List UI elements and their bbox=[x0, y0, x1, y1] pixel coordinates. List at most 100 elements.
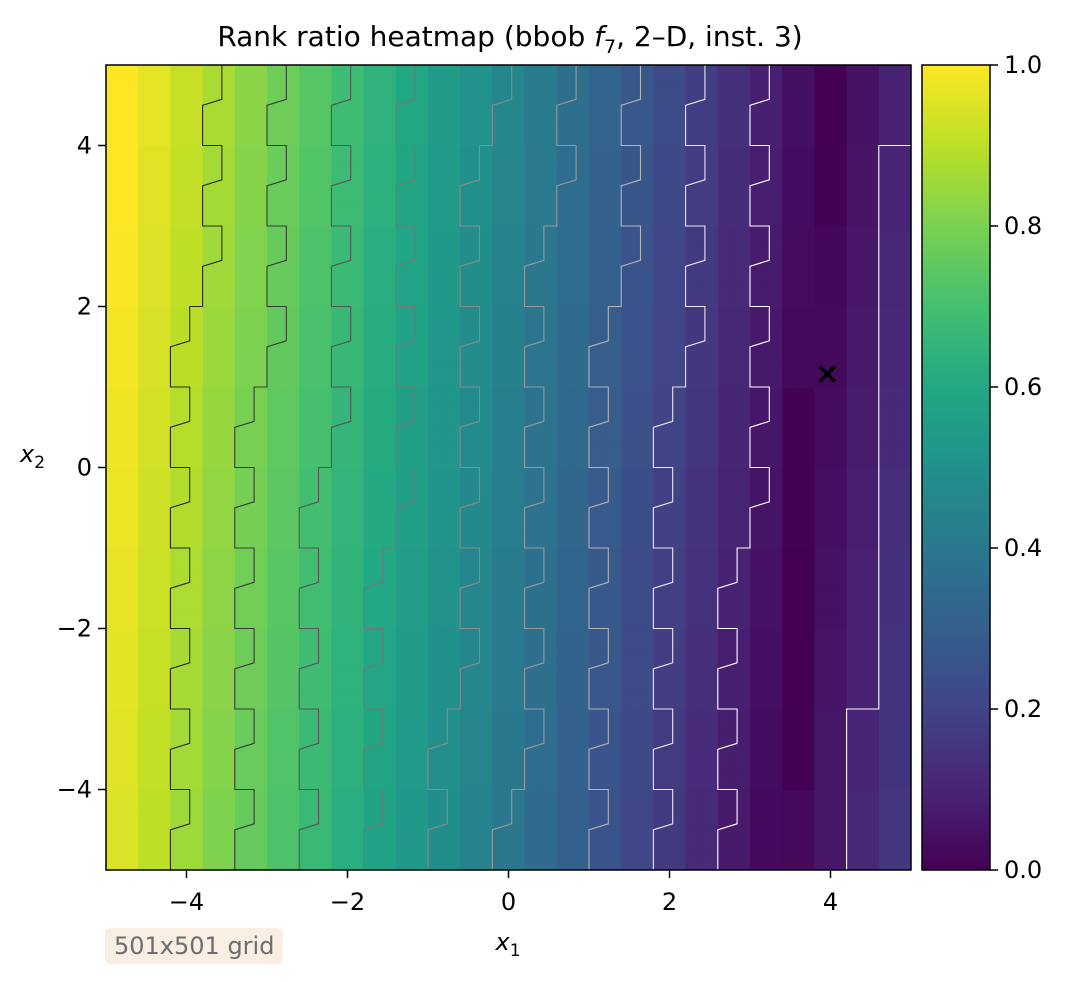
heatmap-cell bbox=[798, 729, 815, 750]
heatmap-cell bbox=[589, 165, 606, 187]
heatmap-cell bbox=[653, 65, 671, 86]
heatmap-cell bbox=[283, 387, 300, 408]
heatmap-cell bbox=[315, 266, 332, 287]
heatmap-cell bbox=[299, 507, 316, 529]
heatmap-cell bbox=[122, 125, 139, 147]
heatmap-cell bbox=[605, 507, 622, 529]
heatmap-cell bbox=[572, 588, 590, 609]
heatmap-cell bbox=[862, 326, 880, 348]
heatmap-cell bbox=[202, 588, 220, 609]
heatmap-cell bbox=[814, 306, 832, 328]
heatmap-cell bbox=[379, 568, 397, 589]
heatmap-cell bbox=[814, 789, 832, 811]
heatmap-cell bbox=[556, 749, 574, 770]
heatmap-cell bbox=[605, 709, 622, 730]
heatmap-cell bbox=[492, 286, 510, 308]
heatmap-cell bbox=[508, 266, 526, 287]
heatmap-cell bbox=[170, 548, 188, 569]
heatmap-cell bbox=[540, 608, 558, 630]
heatmap-cell bbox=[395, 407, 413, 428]
heatmap-cell bbox=[798, 387, 815, 408]
heatmap-cell bbox=[733, 205, 751, 227]
heatmap-cell bbox=[492, 709, 510, 730]
heatmap-cell bbox=[106, 447, 123, 469]
heatmap-cell bbox=[637, 527, 654, 549]
heatmap-cell bbox=[814, 829, 832, 851]
heatmap-cell bbox=[428, 628, 445, 650]
heatmap-cell bbox=[363, 165, 381, 187]
heatmap-cell bbox=[379, 346, 397, 368]
heatmap-cell bbox=[782, 809, 799, 831]
y-axis-label: x2 bbox=[19, 440, 45, 473]
heatmap-cell bbox=[685, 588, 703, 609]
heatmap-cell bbox=[701, 447, 719, 469]
heatmap-cell bbox=[750, 588, 767, 609]
heatmap-cell bbox=[154, 568, 171, 589]
heatmap-cell bbox=[186, 709, 204, 730]
heatmap-cell bbox=[782, 548, 799, 569]
heatmap-cell bbox=[444, 608, 461, 630]
heatmap-cell bbox=[637, 809, 654, 831]
heatmap-cell bbox=[717, 65, 735, 86]
heatmap-cell bbox=[540, 266, 558, 287]
heatmap-cell bbox=[299, 185, 316, 207]
heatmap-cell bbox=[669, 286, 687, 308]
heatmap-cell bbox=[894, 266, 911, 287]
heatmap-cell bbox=[234, 387, 252, 408]
heatmap-cell bbox=[653, 306, 671, 328]
heatmap-cell bbox=[701, 568, 719, 589]
heatmap-cell bbox=[589, 387, 606, 408]
heatmap-cell bbox=[717, 548, 735, 569]
heatmap-cell bbox=[878, 306, 896, 328]
heatmap-cell bbox=[315, 165, 332, 187]
optimum-marker: × bbox=[815, 356, 840, 391]
heatmap-cell bbox=[653, 346, 671, 368]
heatmap-cell bbox=[637, 688, 654, 710]
heatmap-cell bbox=[250, 306, 268, 328]
heatmap-cell bbox=[363, 427, 381, 448]
heatmap-cell bbox=[572, 729, 590, 750]
heatmap-cell bbox=[685, 286, 703, 308]
heatmap-cell bbox=[379, 507, 397, 529]
heatmap-cell bbox=[411, 769, 429, 791]
heatmap-cell bbox=[347, 849, 365, 870]
heatmap-cell bbox=[589, 568, 606, 589]
heatmap-cell bbox=[814, 145, 832, 167]
heatmap-cell bbox=[782, 628, 799, 650]
heatmap-cell bbox=[814, 65, 832, 86]
heatmap-cell bbox=[122, 709, 139, 730]
heatmap-cell bbox=[283, 85, 300, 106]
heatmap-cell bbox=[766, 568, 783, 589]
heatmap-cell bbox=[540, 306, 558, 328]
heatmap-cell bbox=[331, 467, 349, 489]
heatmap-cell bbox=[621, 326, 638, 348]
heatmap-cell bbox=[524, 246, 542, 267]
heatmap-cell bbox=[556, 709, 574, 730]
heatmap-cell bbox=[476, 165, 493, 187]
heatmap-cell bbox=[508, 125, 526, 147]
heatmap-cell bbox=[267, 85, 284, 106]
heatmap-cell bbox=[331, 789, 349, 811]
heatmap-cell bbox=[524, 648, 542, 670]
heatmap-cell bbox=[331, 769, 349, 791]
heatmap-cell bbox=[701, 145, 719, 167]
heatmap-cell bbox=[750, 648, 767, 670]
heatmap-cell bbox=[814, 809, 832, 831]
heatmap-cell bbox=[106, 286, 123, 308]
heatmap-cell bbox=[862, 527, 880, 549]
heatmap-cell bbox=[798, 185, 815, 207]
heatmap-cell bbox=[556, 346, 574, 368]
heatmap-cell bbox=[315, 427, 332, 448]
heatmap-cell bbox=[701, 165, 719, 187]
heatmap-cell bbox=[508, 85, 526, 106]
heatmap-cell bbox=[267, 608, 284, 630]
heatmap-cell bbox=[540, 427, 558, 448]
heatmap-cell bbox=[122, 849, 139, 870]
heatmap-cell bbox=[830, 165, 848, 187]
heatmap-cell bbox=[733, 849, 751, 870]
heatmap-cell bbox=[508, 145, 526, 167]
heatmap-cell bbox=[605, 306, 622, 328]
heatmap-cell bbox=[250, 266, 268, 287]
heatmap-cell bbox=[556, 467, 574, 489]
heatmap-cell bbox=[267, 125, 284, 147]
